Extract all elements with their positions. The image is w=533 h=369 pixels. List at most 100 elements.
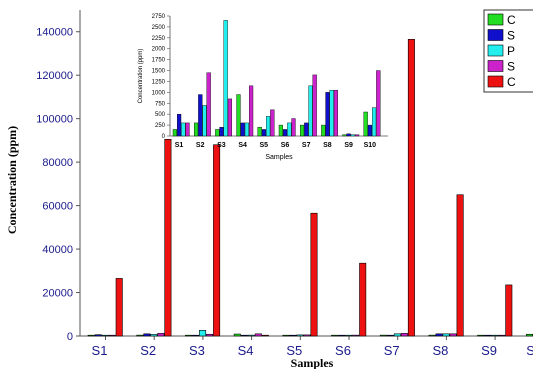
inset-x-tick-label: S8	[323, 142, 332, 149]
main-bar	[303, 334, 311, 337]
inset-y-tick-label: 750	[155, 101, 166, 107]
main-x-tick-label: S6	[335, 343, 351, 358]
main-bar	[359, 262, 367, 337]
main-bar	[456, 194, 464, 337]
main-bar	[491, 334, 499, 337]
inset-bar	[206, 72, 211, 137]
main-bar	[400, 333, 408, 337]
main-bar	[213, 144, 221, 337]
inset-bar	[185, 122, 190, 137]
inset-bar	[236, 94, 241, 137]
main-bar	[150, 334, 158, 337]
main-bar	[157, 333, 165, 337]
main-bar	[289, 334, 297, 337]
inset-y-tick-label: 2000	[152, 47, 166, 53]
main-bar	[240, 334, 248, 337]
main-bar	[164, 139, 172, 337]
inset-bar	[257, 127, 262, 137]
inset-bar	[333, 89, 338, 137]
main-x-tick-label: S4	[238, 343, 254, 358]
inset-x-tick-label: S5	[260, 142, 269, 149]
inset-bar	[176, 113, 182, 137]
legend-swatch	[487, 75, 504, 88]
inset-bar	[287, 122, 292, 137]
main-y-axis-title: Concentration (ppm)	[5, 126, 19, 234]
legend-swatch	[487, 44, 504, 57]
main-x-tick-label: S10	[526, 343, 533, 358]
inset-bar	[283, 129, 288, 137]
inset-y-tick-label: 2500	[152, 25, 166, 31]
main-x-tick-label: S2	[140, 343, 156, 358]
main-bar	[386, 334, 394, 337]
inset-bar	[198, 94, 203, 137]
main-bar	[352, 334, 360, 337]
main-bar	[498, 334, 506, 337]
main-bar	[505, 284, 513, 337]
inset-x-tick-label: S1	[175, 142, 184, 149]
main-bar	[115, 278, 123, 337]
inset-y-tick-label: 1000	[152, 90, 166, 96]
inset-bar	[372, 107, 377, 137]
main-bar	[94, 334, 102, 337]
main-x-tick-label: S7	[384, 343, 400, 358]
inset-x-tick-label: S2	[196, 142, 205, 149]
legend-label: S	[507, 29, 515, 43]
legend-label: C	[507, 13, 516, 27]
main-bar	[247, 334, 255, 337]
inset-bar	[215, 129, 220, 137]
main-bar	[136, 334, 144, 337]
inset-bar	[346, 133, 351, 137]
inset-x-axis-title: Samples	[265, 154, 293, 161]
inset-y-tick-label: 250	[155, 123, 166, 129]
main-y-tick-label: 40000	[42, 244, 73, 256]
main-x-tick-label: S5	[286, 343, 302, 358]
legend-swatch	[487, 60, 504, 72]
main-bar	[199, 330, 207, 337]
main-y-tick-label: 0	[67, 331, 73, 343]
inset-y-tick-label: 1500	[152, 69, 166, 75]
main-bar	[310, 212, 318, 337]
main-bar	[101, 334, 109, 337]
inset-bar	[342, 134, 347, 137]
main-bar	[393, 333, 401, 337]
main-bar	[442, 333, 450, 337]
main-bar	[407, 39, 415, 337]
inset-bar	[367, 124, 372, 137]
main-x-tick-label: S9	[481, 343, 497, 358]
inset-bar	[350, 134, 355, 137]
inset-bar	[304, 122, 309, 137]
inset-y-tick-label: 0	[162, 134, 166, 140]
inset-bar	[248, 85, 254, 137]
inset-x-tick-label: S9	[344, 142, 353, 149]
main-y-tick-label: 60000	[42, 201, 73, 213]
main-bar	[206, 333, 214, 337]
main-bar	[484, 334, 492, 337]
main-bar	[345, 334, 353, 337]
main-bar	[449, 333, 457, 337]
main-bar	[261, 334, 269, 337]
main-x-tick-label: S3	[189, 343, 205, 358]
main-y-tick-label: 80000	[42, 157, 73, 169]
main-y-tick-label: 20000	[42, 288, 73, 300]
inset-bar	[312, 74, 317, 137]
legend-label: P	[507, 44, 515, 58]
inset-bar	[227, 98, 232, 137]
main-bar	[296, 334, 304, 337]
legend-label: S	[507, 60, 515, 74]
main-bar	[192, 334, 200, 337]
main-bar	[338, 334, 346, 337]
legend-swatch	[487, 13, 504, 26]
inset-bar	[325, 92, 330, 137]
inset-bar	[270, 109, 275, 137]
main-bar	[254, 333, 262, 337]
inset-bar	[329, 89, 334, 137]
inset-x-tick-label: S6	[281, 142, 290, 149]
inset-bar	[181, 122, 186, 137]
inset-bar	[321, 124, 326, 137]
inset-x-tick-label: S7	[302, 142, 311, 149]
inset-bar	[278, 124, 283, 137]
inset-bar	[266, 116, 271, 137]
inset-bar	[291, 118, 296, 137]
main-bar	[435, 333, 443, 337]
